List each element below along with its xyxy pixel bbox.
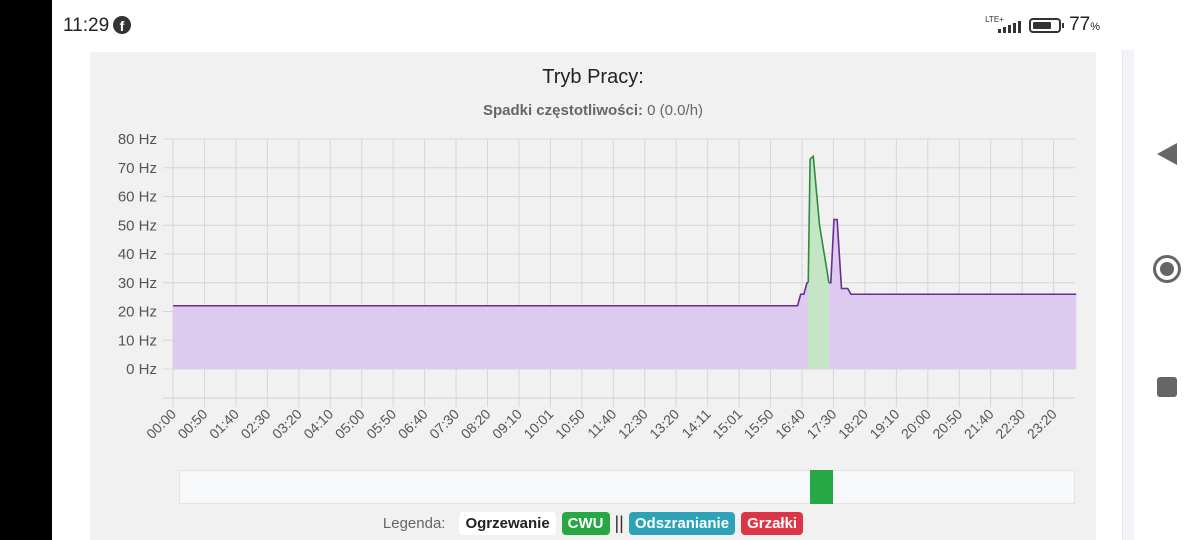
svg-text:12:30: 12:30 xyxy=(615,406,651,442)
svg-text:05:50: 05:50 xyxy=(363,406,399,442)
timeline-segment-cwu xyxy=(809,470,834,504)
svg-text:15:50: 15:50 xyxy=(741,406,777,442)
svg-text:01:40: 01:40 xyxy=(206,406,242,442)
svg-text:04:10: 04:10 xyxy=(300,406,336,442)
svg-text:22:30: 22:30 xyxy=(992,406,1028,442)
svg-text:16:40: 16:40 xyxy=(772,406,808,442)
back-icon[interactable] xyxy=(1157,143,1177,165)
svg-text:00:50: 00:50 xyxy=(174,406,210,442)
svg-text:05:00: 05:00 xyxy=(332,406,368,442)
svg-text:18:20: 18:20 xyxy=(835,406,871,442)
svg-text:23:20: 23:20 xyxy=(1024,406,1060,442)
mode-chart-card: Tryb Pracy: Spadki częstotliwości: 0 (0.… xyxy=(90,52,1096,540)
svg-text:10 Hz: 10 Hz xyxy=(118,332,157,349)
svg-text:50 Hz: 50 Hz xyxy=(118,217,157,234)
svg-text:19:10: 19:10 xyxy=(866,406,902,442)
legend-cwu: CWU xyxy=(561,512,610,535)
svg-text:70 Hz: 70 Hz xyxy=(118,160,157,177)
left-black-bar xyxy=(0,0,52,540)
svg-text:14:11: 14:11 xyxy=(678,406,714,442)
legend-ogrzewanie: Ogrzewanie xyxy=(459,512,556,535)
status-bar: 11:29 f LTE+ 77% xyxy=(52,0,1142,50)
svg-text:13:20: 13:20 xyxy=(646,406,682,442)
chart-subtitle: Spadki częstotliwości: 0 (0.0/h) xyxy=(90,102,1096,119)
svg-text:21:40: 21:40 xyxy=(961,406,997,442)
svg-text:07:30: 07:30 xyxy=(426,406,462,442)
scrollbar-track[interactable] xyxy=(1122,50,1134,540)
network-type: LTE+ xyxy=(985,15,1004,24)
subtitle-value: 0 (0.0/h) xyxy=(647,102,704,119)
svg-text:0 Hz: 0 Hz xyxy=(126,361,157,378)
home-icon[interactable] xyxy=(1153,255,1181,283)
svg-text:08:20: 08:20 xyxy=(458,406,494,442)
svg-text:15:01: 15:01 xyxy=(709,406,745,442)
svg-text:17:30: 17:30 xyxy=(803,406,839,442)
svg-text:11:40: 11:40 xyxy=(584,406,620,442)
svg-text:03:20: 03:20 xyxy=(269,406,305,442)
svg-text:30 Hz: 30 Hz xyxy=(118,275,157,292)
svg-text:20 Hz: 20 Hz xyxy=(118,304,157,321)
frequency-chart[interactable]: 0 Hz 10 Hz 20 Hz 30 Hz 40 Hz 50 Hz 60 Hz 70 Hz 8… xyxy=(90,52,1096,472)
svg-text:09:10: 09:10 xyxy=(489,406,525,442)
svg-text:80 Hz: 80 Hz xyxy=(118,131,157,148)
signal-icon: LTE+ xyxy=(985,15,1022,35)
page-content[interactable]: Tryb Pracy: Spadki częstotliwości: 0 (0.… xyxy=(52,50,1134,540)
legend-separator: || xyxy=(614,513,624,533)
svg-text:20:50: 20:50 xyxy=(929,406,965,442)
svg-text:06:40: 06:40 xyxy=(395,406,431,442)
facebook-icon: f xyxy=(113,16,131,34)
system-indicators: LTE+ 77% xyxy=(985,14,1100,36)
svg-text:10:01: 10:01 xyxy=(520,406,556,442)
mode-timeline-bar xyxy=(179,470,1075,504)
chart-title: Tryb Pracy: xyxy=(542,66,644,88)
svg-text:02:30: 02:30 xyxy=(237,406,273,442)
svg-text:40 Hz: 40 Hz xyxy=(118,246,157,263)
legend: Legenda: Ogrzewanie CWU || Odszranianie … xyxy=(90,512,1096,535)
battery-icon xyxy=(1029,17,1065,33)
legend-odszranianie: Odszranianie xyxy=(628,512,736,535)
clock: 11:29 xyxy=(63,15,110,36)
svg-text:00:00: 00:00 xyxy=(143,406,179,442)
legend-grzalki: Grzałki xyxy=(741,512,804,535)
subtitle-label: Spadki częstotliwości: xyxy=(482,102,643,119)
battery-percent: 77% xyxy=(1069,14,1100,35)
recents-icon[interactable] xyxy=(1157,377,1177,397)
svg-text:60 Hz: 60 Hz xyxy=(118,189,157,206)
legend-label: Legenda: xyxy=(382,515,446,532)
svg-text:10:50: 10:50 xyxy=(552,406,588,442)
svg-text:20:00: 20:00 xyxy=(898,406,934,442)
